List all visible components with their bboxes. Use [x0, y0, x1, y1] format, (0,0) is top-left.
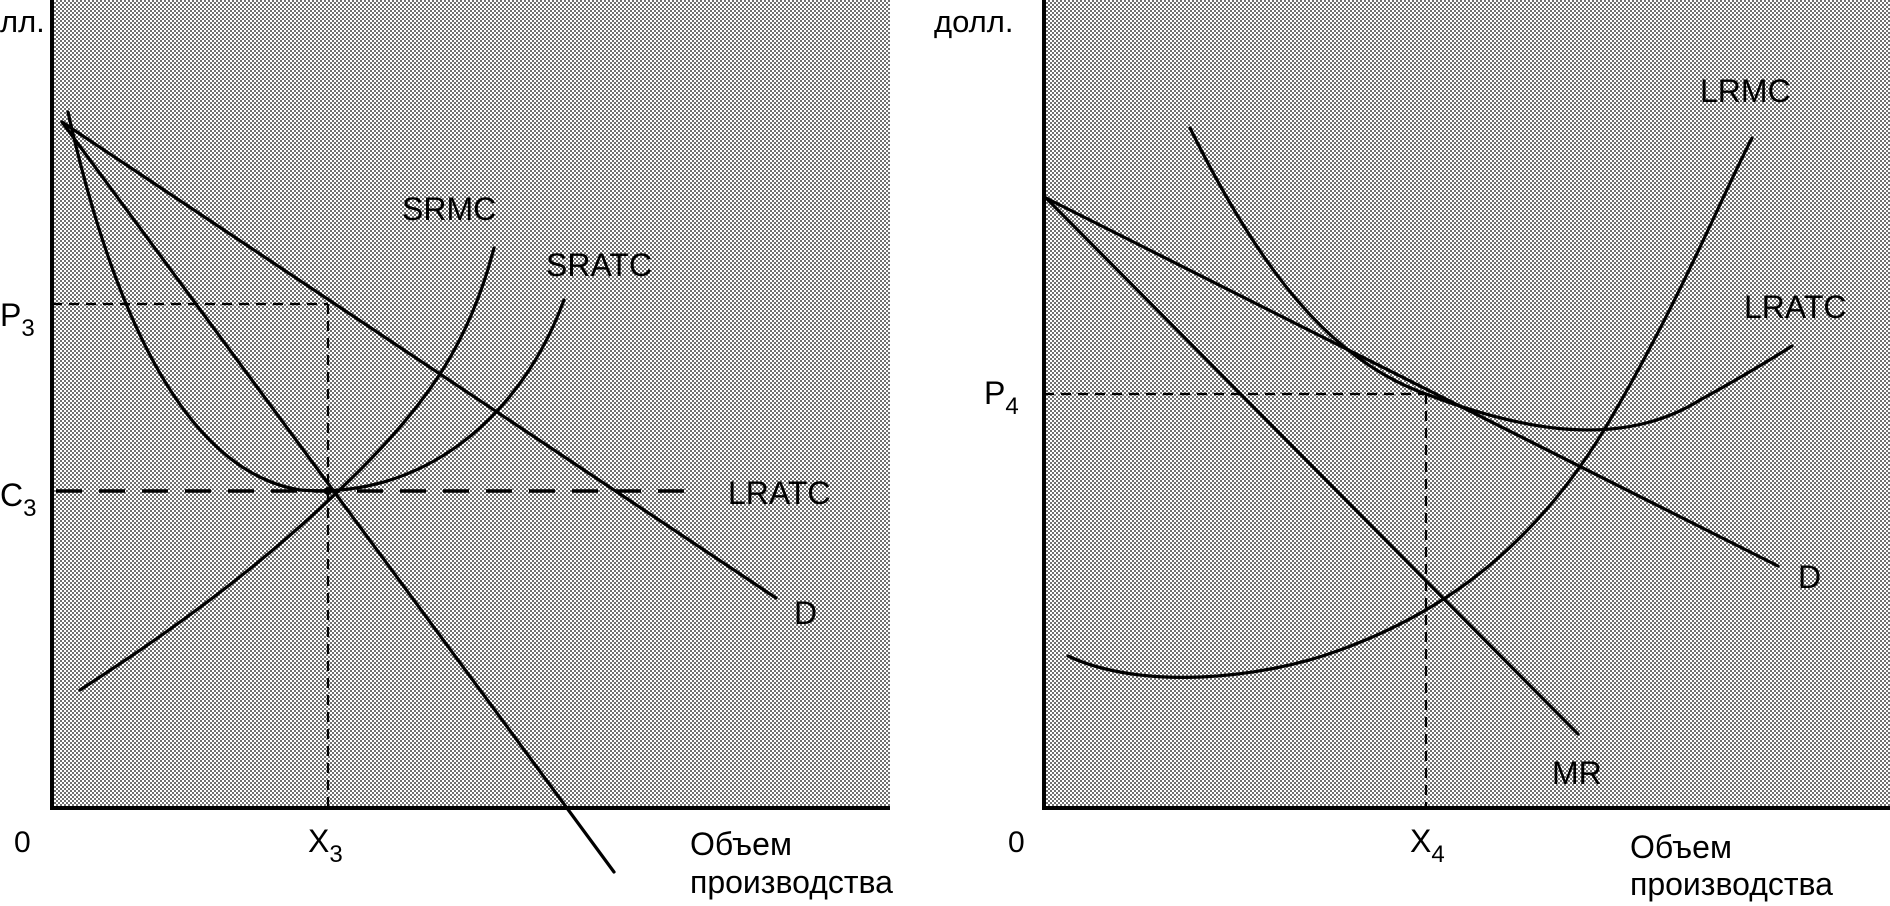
left-p3-letter: P: [0, 297, 21, 333]
left-sratc-label: SRATC: [546, 247, 652, 283]
left-sratc-curve: [66, 110, 566, 493]
right-p4-subscript: 4: [1005, 393, 1018, 420]
right-plot-background: [1044, 0, 1890, 808]
left-x3-label: X3: [308, 823, 343, 868]
right-x-axis-label-line1: Объем: [1630, 829, 1732, 865]
left-x3-subscript: 3: [329, 841, 342, 868]
left-x-axis-label-line1: Объем: [690, 826, 792, 862]
left-x-axis-label-line2: производства: [690, 864, 893, 900]
left-c3-label: C3: [0, 477, 36, 522]
left-x3-letter: X: [308, 823, 329, 859]
right-demand-label: D: [1798, 559, 1821, 595]
right-x4-subscript: 4: [1431, 841, 1444, 868]
right-origin-label: 0: [1008, 826, 1025, 859]
left-mr-line: [60, 120, 616, 874]
left-equilibrium-point: [324, 487, 332, 495]
right-x-axis-label-line2: производства: [1630, 866, 1833, 902]
left-p3-label: P3: [0, 297, 35, 342]
right-lrmc-label: LRMC: [1700, 73, 1791, 109]
left-panel: лл. 0 P3 C3 X3 SRMC SRATC LRATC D Объем …: [0, 0, 893, 900]
right-x4-label: X4: [1410, 823, 1445, 868]
left-demand-label: D: [794, 595, 817, 631]
left-demand-line: [60, 120, 778, 600]
right-x4-letter: X: [1410, 823, 1431, 859]
right-mr-label: MR: [1552, 755, 1602, 791]
left-c3-subscript: 3: [23, 495, 36, 522]
left-srmc-label: SRMC: [402, 191, 496, 227]
right-p4-letter: P: [984, 375, 1005, 411]
right-demand-line: [1044, 196, 1780, 568]
left-srmc-curve: [78, 246, 496, 692]
left-c3-letter: C: [0, 477, 23, 513]
left-origin-label: 0: [14, 826, 31, 859]
left-plot-background: [52, 0, 890, 808]
right-p4-label: P4: [984, 375, 1019, 420]
right-y-unit-label: долл.: [934, 4, 1013, 39]
left-lratc-label: LRATC: [728, 475, 831, 511]
left-p3-subscript: 3: [21, 315, 34, 342]
right-panel: долл. 0 P4 X4 LRMC LRATC D MR Объем прои…: [934, 0, 1890, 902]
right-lratc-curve: [1188, 126, 1794, 432]
right-lrmc-curve: [1066, 136, 1754, 679]
left-y-unit-label: лл.: [0, 4, 45, 39]
right-lratc-label: LRATC: [1744, 289, 1847, 325]
right-mr-line: [1044, 196, 1580, 736]
